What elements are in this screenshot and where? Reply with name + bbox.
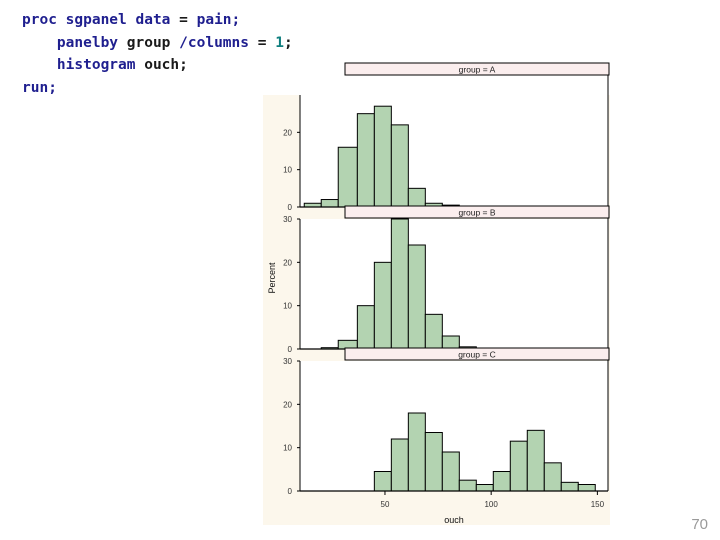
code-line: histogram ouch;: [22, 54, 293, 77]
histogram-bar: [475, 484, 494, 492]
y-tick-label: 0: [288, 203, 293, 212]
code-token: ;: [283, 34, 293, 51]
y-tick-label: 20: [283, 400, 292, 409]
x-axis-label: ouch: [444, 515, 464, 525]
histogram-bar: [492, 471, 511, 492]
histogram-bar: [577, 484, 596, 492]
y-axis-label: Percent: [267, 262, 277, 294]
code-token: ouch;: [144, 57, 188, 73]
code-line: run;: [22, 77, 293, 100]
code-token: proc sgpanel data: [22, 12, 171, 28]
histogram-bar: [526, 429, 545, 492]
histogram-bar: [441, 451, 460, 492]
y-tick-label: 0: [288, 345, 293, 354]
y-tick-label: 20: [283, 258, 292, 267]
histogram-bar: [390, 218, 409, 350]
x-tick-label: 100: [484, 500, 498, 509]
histogram-bar: [337, 146, 358, 208]
sas-code-block: proc sgpanel data = pain; panelby group …: [22, 9, 293, 99]
code-line: proc sgpanel data = pain;: [22, 9, 293, 32]
histogram-bar: [441, 335, 460, 350]
histogram-bar: [509, 440, 528, 492]
code-token: run;: [22, 79, 57, 96]
histogram-bar: [407, 412, 426, 492]
histogram-bar: [407, 187, 426, 208]
code-token: group: [126, 34, 180, 51]
panel-header: [344, 62, 610, 76]
histogram-bar: [320, 199, 339, 208]
code-token: histogram: [22, 57, 145, 73]
code-token: panelby: [22, 34, 127, 51]
histogram-bar: [356, 305, 375, 350]
y-tick-label: 0: [288, 487, 293, 496]
histogram-bar: [560, 481, 579, 492]
histogram-bar: [543, 462, 562, 492]
y-tick-label: 30: [283, 357, 292, 366]
code-token: 1: [275, 34, 284, 51]
plot-area: [300, 219, 608, 349]
histogram-bar: [373, 471, 392, 492]
histogram-bar: [407, 244, 426, 350]
code-token: pain;: [196, 12, 241, 28]
histogram-bar: [373, 105, 392, 208]
code-token: =: [257, 34, 276, 51]
panel-header: [344, 347, 610, 361]
histogram-bar: [373, 261, 392, 350]
y-tick-label: 10: [283, 302, 292, 311]
histogram-bar: [390, 438, 409, 492]
panel-header-label: group = B: [458, 208, 495, 218]
histogram-bar: [424, 432, 443, 492]
histogram-bar: [356, 113, 375, 208]
panel-header-label: group = C: [458, 350, 496, 360]
histogram-bar: [390, 124, 409, 208]
y-tick-label: 30: [283, 215, 292, 224]
x-tick-label: 150: [591, 500, 605, 509]
y-tick-label: 10: [283, 166, 292, 175]
code-token: =: [170, 12, 197, 28]
code-line: panelby group /columns = 1;: [22, 32, 293, 55]
histogram-bar: [424, 313, 443, 350]
histogram-bar: [458, 479, 477, 492]
code-token: /columns: [179, 34, 258, 51]
x-tick-label: 50: [381, 500, 390, 509]
slide-number: 70: [691, 516, 708, 533]
y-tick-label: 20: [283, 128, 292, 137]
panel-header-label: group = A: [459, 65, 496, 75]
panel-header: [344, 205, 610, 219]
y-tick-label: 10: [283, 444, 292, 453]
